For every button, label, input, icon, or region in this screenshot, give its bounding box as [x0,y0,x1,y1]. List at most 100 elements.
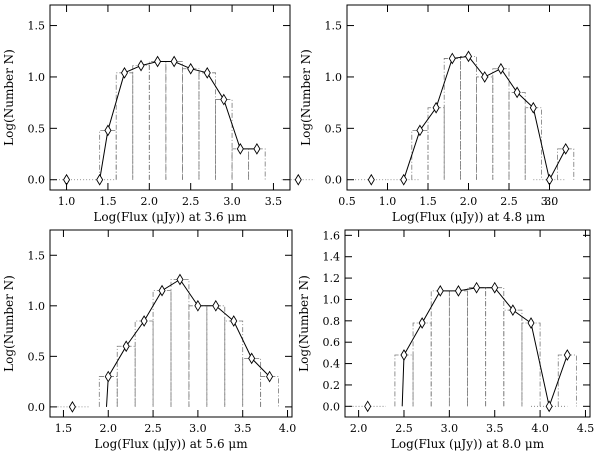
data-point [473,281,481,294]
histogram-bar [148,61,167,180]
data-point [220,93,228,106]
data-point [230,315,238,327]
x-tick-label: 2.5 [144,422,162,435]
x-tick-label: 2.5 [500,195,518,208]
x-tick-label: 1.0 [58,195,76,208]
x-tick-label: 3.5 [486,422,504,435]
histogram-bar [182,68,200,180]
histogram-bar [115,72,134,180]
x-tick-label: 4.0 [531,422,549,435]
x-tick-label: 3.0 [541,195,559,208]
data-point [170,55,178,68]
histogram-bar [485,287,505,407]
y-tick-label: 0.8 [323,315,341,328]
data-point [563,349,571,361]
data-point [545,400,553,413]
plot-frame [49,4,291,191]
y-tick-label: 1.0 [325,71,343,84]
y-tick-label: 0.5 [28,122,46,135]
series-line [106,278,270,407]
data-point [448,52,456,65]
histogram-bar [508,91,526,180]
y-tick-label: 0.0 [325,174,343,187]
data-point [68,401,76,413]
histogram-bar [467,287,487,407]
data-point [527,317,535,329]
x-tick-label: 0.5 [338,195,356,208]
data-point [104,370,112,383]
y-tick-label: 0.2 [323,379,341,392]
histogram-bar [165,61,183,180]
data-point [194,299,202,312]
x-axis-label: Log(Flux (μJy)) at 5.6 μm [94,437,248,451]
histogram-bar [430,290,450,407]
histogram-bar [557,354,577,407]
y-tick-label: 0.5 [28,350,46,363]
y-tick-label: 1.6 [323,229,341,242]
data-point [464,50,473,63]
data-point [436,285,444,297]
x-tick-label: 1.5 [99,195,117,208]
x-tick-label: 2.0 [141,195,159,208]
y-tick-label: 0.0 [28,401,46,414]
histogram-bar [116,345,136,407]
x-tick-label: 1.5 [419,195,437,208]
x-tick-label: 3.5 [234,422,252,435]
y-tick-label: 1.2 [323,272,341,285]
series-line [401,287,568,409]
data-point [253,143,261,155]
data-point [418,317,426,329]
data-point [497,62,505,75]
x-tick-label: 2.0 [100,422,118,435]
data-point [432,101,440,114]
data-point [364,400,372,413]
histogram-bar [503,309,523,407]
data-point [491,281,499,294]
x-axis-label: Log(Flux (μJy)) at 4.8 μm [392,210,546,224]
x-axis-label: Log(Flux (μJy)) at 8.0 μm [391,437,545,451]
histogram-bar [524,107,542,180]
histogram-bar [231,148,250,180]
x-tick-label: 3.5 [265,195,283,208]
histogram-bar [98,376,118,407]
data-point [236,143,244,155]
panel-4-8um: 0.5 1.0 1.5 2.0 2.5 3.03. 0.0 0.5 1.0 1.5 Log(Flux… [299,4,591,224]
histogram-bar [448,290,468,407]
x-tick-label: 2.0 [350,422,368,435]
data-point [120,66,129,79]
y-tick-label: 0.0 [323,400,341,413]
data-point [96,173,104,186]
histogram-bar [427,107,445,180]
y-axis-label: Log(Number N) [2,275,16,372]
data-point [416,124,424,137]
data-point [481,71,489,83]
data-point [140,315,148,327]
data-point [367,173,375,186]
panel-8-0um: 2.0 2.5 3.0 3.5 4.0 4.5 0.0 0.2 0.4 0.6 0.8 1.0 1.2 1… [297,229,594,451]
data-point [122,340,130,353]
x-tick-label: 2.0 [460,195,478,208]
y-axis-label: Log(Number N) [299,49,313,146]
histogram-bar [198,72,216,180]
x-tick-label: 3. [544,195,555,208]
x-tick-label: 4.5 [577,422,595,435]
y-tick-label: 0.4 [323,358,341,371]
histogram-bar [132,65,150,180]
y-tick-label: 1.0 [28,71,46,84]
histogram-bar [412,322,432,407]
x-tick-label: 1.5 [55,422,73,435]
histogram-bar [206,305,226,407]
histogram-bar [443,58,461,180]
data-point [400,173,408,186]
y-tick-label: 1.0 [323,293,341,306]
data-point [187,62,195,75]
histogram-bar [411,129,429,180]
data-point [509,304,517,317]
data-point [529,101,537,114]
data-point [248,352,256,365]
data-point [562,143,570,155]
histogram-bar [134,320,154,407]
histogram-bar [492,68,510,180]
histogram-bar [242,357,262,407]
